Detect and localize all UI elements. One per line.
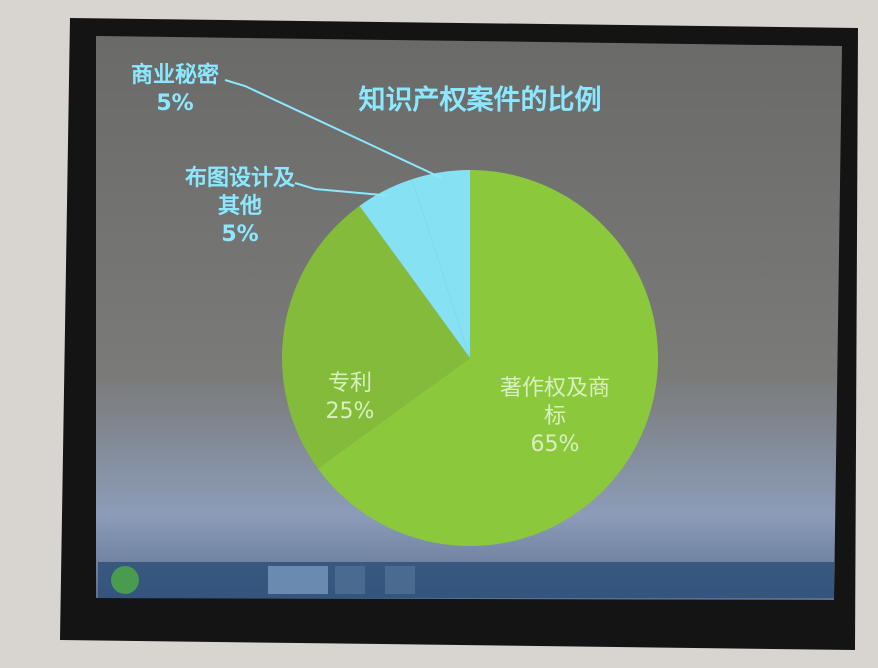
slice-value-label: 25% [310,398,390,426]
page: 知识产权案件的比例 著作权及商标65%专利25%布图设计及其他5%商业秘密5% [0,0,878,668]
slice-label: 专利 [310,370,390,398]
slice-value-label: 5% [180,221,300,249]
slice-value-label: 5% [120,90,230,118]
slice-label: 著作权及商标 [495,375,615,431]
taskbar-item [385,566,415,594]
slice-value-label: 65% [495,431,615,459]
chart-title: 知识产权案件的比例 [300,78,660,117]
slice-label: 布图设计及其他 [180,165,300,221]
taskbar-item [268,566,328,594]
start-button [111,566,139,594]
taskbar [98,562,834,598]
slice-label: 商业秘密 [120,62,230,90]
taskbar-item [335,566,365,594]
